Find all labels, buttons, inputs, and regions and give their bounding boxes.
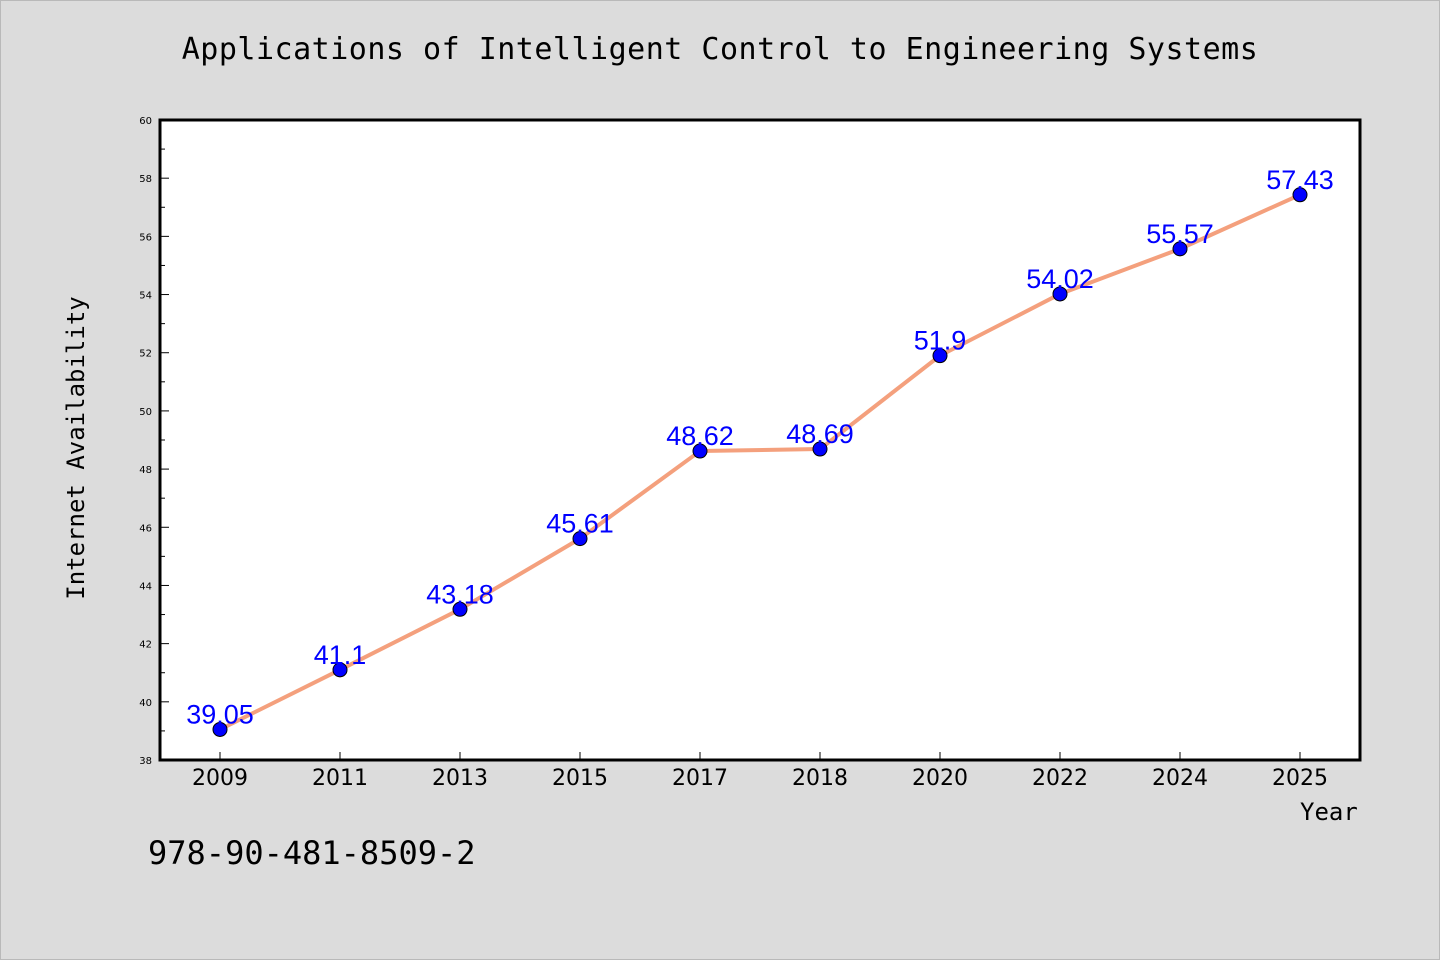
y-tick-label: 38 xyxy=(139,756,152,767)
data-point xyxy=(1172,241,1188,257)
x-tick-label: 2022 xyxy=(1032,766,1088,791)
chart-title: Applications of Intelligent Control to E… xyxy=(181,32,1259,67)
x-tick-label: 2015 xyxy=(552,766,608,791)
data-label: 57.43 xyxy=(1266,165,1334,195)
y-tick-label: 40 xyxy=(139,698,152,709)
data-label: 45.61 xyxy=(546,509,614,539)
x-tick-label: 2009 xyxy=(192,766,248,791)
series-group: 39.05 41.1 43.18 45.61 48.62 48.69 51.9 54.02 55… xyxy=(186,165,1334,737)
y-tick-label: 52 xyxy=(139,349,152,360)
x-tick-label: 2020 xyxy=(912,766,968,791)
data-point xyxy=(692,443,708,459)
y-axis: 38 40 42 44 46 48 50 52 54 56 58 60 xyxy=(139,116,169,767)
x-tick-label: 2025 xyxy=(1272,766,1328,791)
data-label: 43.18 xyxy=(426,579,494,609)
data-label: 55.57 xyxy=(1146,219,1214,249)
data-point xyxy=(332,662,348,678)
data-point xyxy=(212,721,228,737)
data-point xyxy=(1052,286,1068,302)
y-tick-label: 42 xyxy=(139,640,152,651)
x-tick-label: 2013 xyxy=(432,766,488,791)
x-axis-label: Year xyxy=(1300,798,1358,826)
y-tick-label: 50 xyxy=(139,407,152,418)
y-tick-label: 54 xyxy=(139,291,152,302)
x-tick-label: 2018 xyxy=(792,766,848,791)
y-tick-label: 60 xyxy=(139,116,152,127)
y-tick-label: 44 xyxy=(139,581,152,592)
data-label: 51.9 xyxy=(914,326,967,356)
data-label: 41.1 xyxy=(314,640,367,670)
data-label: 39.05 xyxy=(186,699,254,729)
y-tick-label: 46 xyxy=(139,523,152,534)
data-label: 48.62 xyxy=(666,421,734,451)
data-label: 54.02 xyxy=(1026,264,1094,294)
x-tick-label: 2024 xyxy=(1152,766,1208,791)
data-point xyxy=(452,601,468,617)
data-point xyxy=(932,348,948,364)
isbn-text: 978-90-481-8509-2 xyxy=(148,834,476,872)
series-line xyxy=(218,192,1302,732)
y-tick-label: 56 xyxy=(139,232,152,243)
plot-area xyxy=(158,118,1362,762)
data-point xyxy=(1292,187,1308,203)
x-axis: 2009 2011 2013 2015 2017 2018 2020 2022 2024 2025 xyxy=(192,752,1328,791)
y-tick-label: 48 xyxy=(139,465,152,476)
data-point xyxy=(812,441,828,457)
x-tick-label: 2017 xyxy=(672,766,728,791)
data-label: 48.69 xyxy=(786,419,854,449)
data-point xyxy=(572,531,588,547)
y-tick-label: 58 xyxy=(139,174,152,185)
x-tick-label: 2011 xyxy=(312,766,368,791)
